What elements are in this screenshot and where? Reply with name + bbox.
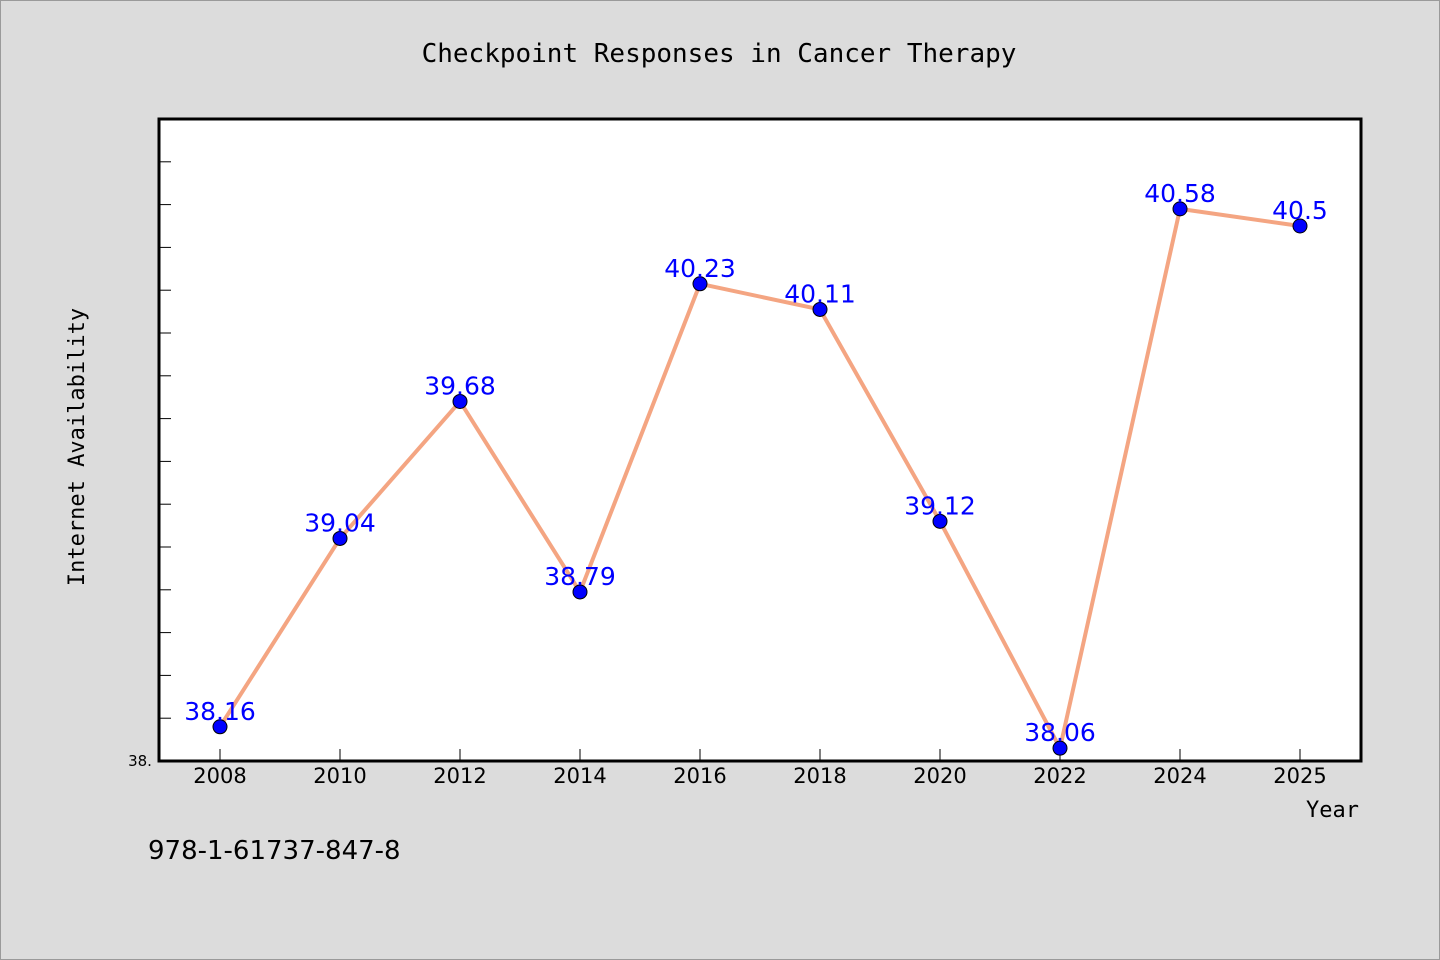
data-point [572,584,588,600]
data-markers [212,201,1308,756]
data-point [212,719,228,735]
x-tick-label: 2014 [553,764,606,788]
chart-title: Checkpoint Responses in Cancer Therapy [422,39,1017,69]
data-label: 38.06 [1024,718,1096,747]
data-point [452,393,468,409]
x-tick-label: 2024 [1153,764,1206,788]
x-tick-label: 2018 [793,764,846,788]
series-line [218,206,1301,751]
data-point [1052,740,1068,756]
x-tick-label: 2012 [433,764,486,788]
x-tick-label: 2020 [913,764,966,788]
plot-area [159,119,1361,761]
data-point [1172,201,1188,217]
x-tick-label: 2010 [313,764,366,788]
x-tick-label: 2008 [193,764,246,788]
data-point [812,301,828,317]
y-axis-title: Internet Availability [65,308,90,586]
x-axis-title: Year [1306,798,1359,823]
data-label: 38.16 [184,697,256,726]
x-tick-label: 2025 [1273,764,1326,788]
data-point [1292,218,1308,234]
data-label: 40.5 [1272,196,1328,225]
data-point [332,530,348,546]
data-label: 39.04 [304,508,376,537]
x-tick-label: 2016 [673,764,726,788]
data-point [932,513,948,529]
data-label: 40.58 [1144,179,1216,208]
data-point [692,276,708,292]
y-tick-label: 38. [128,752,152,770]
isbn-label: 978-1-61737-847-8 [148,836,401,866]
y-axis-ticks [159,118,171,719]
data-label: 40.23 [664,254,736,283]
data-label: 40.11 [784,279,856,308]
data-label: 39.68 [424,371,496,400]
plot-border [157,117,1363,763]
data-label: 39.12 [904,491,976,520]
x-tick-label: 2022 [1033,764,1086,788]
data-labels: 38.16 39.04 39.68 38.79 40.23 40.11 39.12 38.06… [184,179,1328,747]
x-axis-ticks: 2008 2010 2012 2014 2016 2018 2020 2022 2024 2025 [193,749,1327,788]
data-label: 38.79 [544,562,616,591]
